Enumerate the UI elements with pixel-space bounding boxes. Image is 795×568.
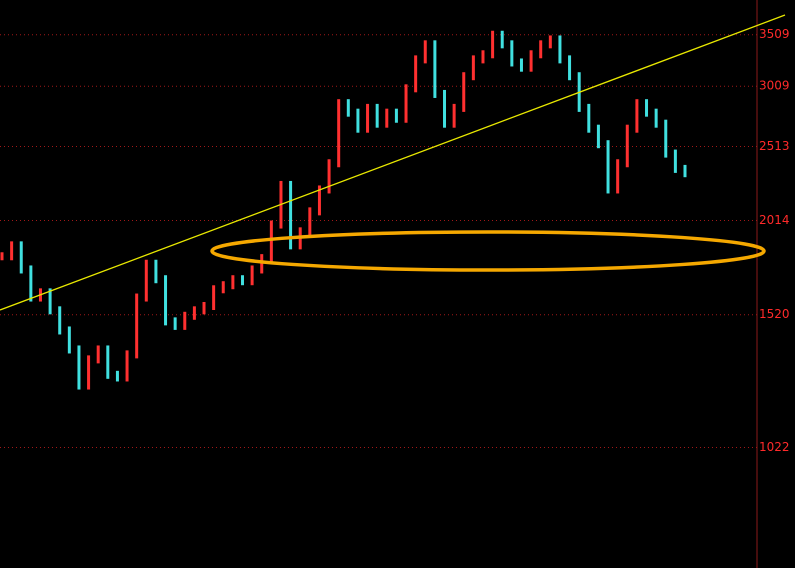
price-bar [48,288,52,315]
price-bar [337,99,341,168]
price-bar [356,108,360,133]
y-tick-label: 3009 [759,79,790,93]
price-bar [327,159,331,194]
price-bar [654,108,658,128]
price-bar [548,35,552,49]
y-tick-label: 1022 [759,440,790,454]
price-bar [510,40,514,67]
price-bar [289,180,293,250]
price-bar [154,259,158,284]
price-bar [183,311,187,330]
price-bar [635,99,639,133]
price-bar [616,159,620,194]
price-bar [212,285,216,311]
price-bar [568,55,572,81]
price-bar [529,50,533,72]
price-bar [202,302,206,315]
price-bar [269,220,273,263]
price-bar [683,164,687,178]
price-bar [29,265,33,302]
price-bar [240,275,244,286]
price-bar [519,58,523,72]
price-bar [308,207,312,236]
price-bar [558,35,562,64]
price-bar [10,241,14,261]
trend-line [0,14,786,311]
price-bar [231,275,235,290]
price-bar [221,281,225,294]
y-tick-label: 2014 [759,213,790,227]
price-bar [404,84,408,123]
price-bar [0,252,4,261]
price-bar [433,40,437,98]
price-bar [317,185,321,216]
price-bar [625,124,629,168]
price-bar [500,30,504,49]
price-bar [346,99,350,117]
price-bar [106,345,110,379]
price-bar [87,355,91,390]
price-bar [645,99,649,117]
price-bar [539,40,543,59]
price-bar [77,345,81,390]
price-bar [19,241,23,274]
price-bar [587,103,591,133]
price-bar [144,259,148,302]
price-bar [443,89,447,128]
price-bar [58,306,62,335]
highlight-ellipse [210,230,766,272]
y-tick-label: 3509 [759,27,790,41]
price-bar [414,55,418,93]
price-bar [250,265,254,286]
price-bar [606,140,610,194]
price-bar [366,103,370,133]
price-bar [164,275,168,326]
price-bar [125,350,129,382]
price-bar [96,345,100,364]
price-bar [192,306,196,320]
price-bar [135,293,139,359]
price-bar [462,72,466,112]
price-bar [260,254,264,274]
y-tick-label: 2513 [759,139,790,153]
price-bar [481,50,485,64]
price-bar [664,119,668,158]
price-bar [471,55,475,81]
price-bar [375,103,379,128]
y-tick-label: 1520 [759,307,790,321]
price-bar [491,30,495,59]
price-bar [115,370,119,382]
price-bar [394,108,398,123]
price-bar [673,149,677,173]
price-bar [385,108,389,128]
price-bar [452,103,456,128]
price-bar [596,124,600,149]
price-bar [423,40,427,64]
plot [0,30,757,449]
price-bar [67,326,71,354]
price-bar [173,317,177,330]
